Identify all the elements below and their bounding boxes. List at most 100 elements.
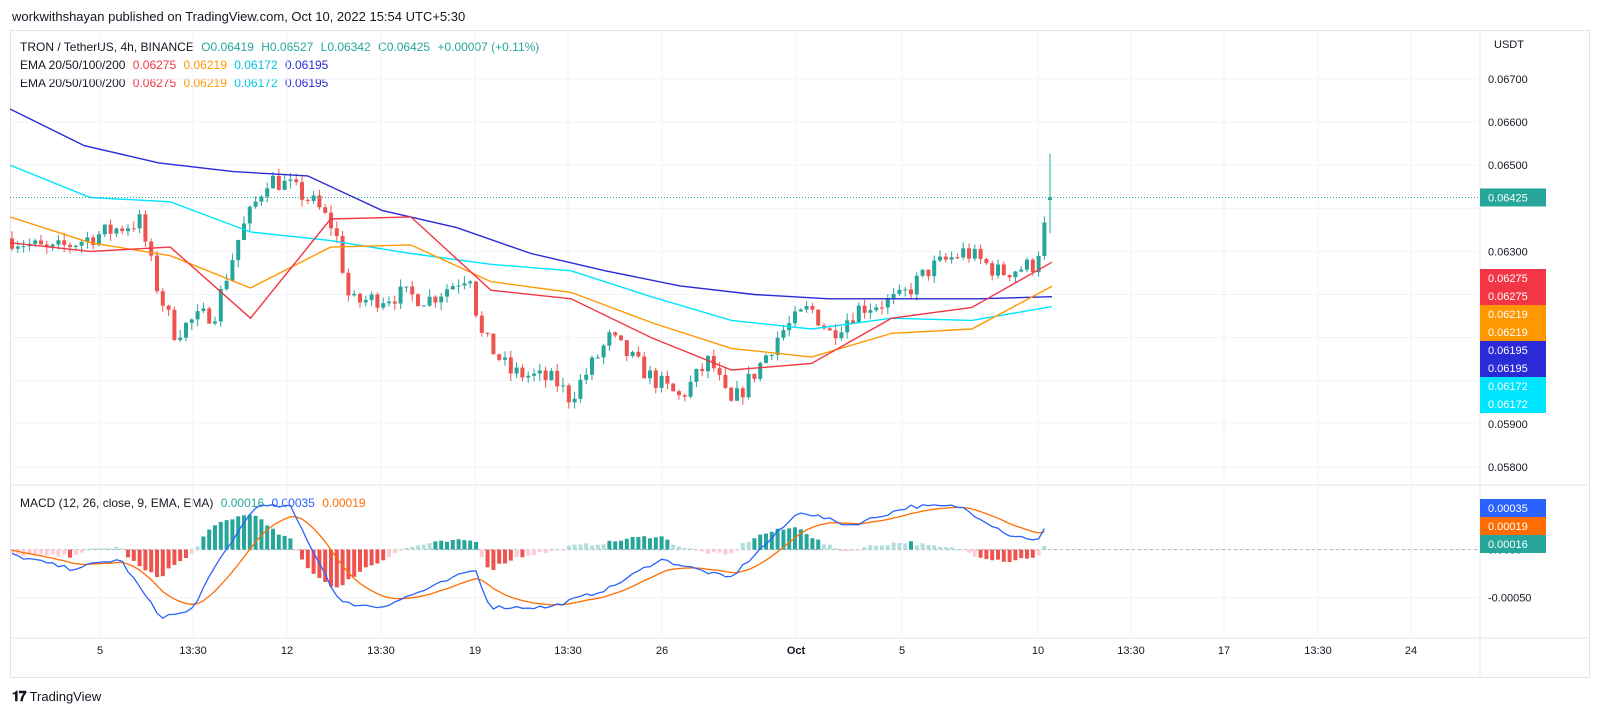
- tradingview-brand[interactable]: 𝟏𝟕 TradingView: [12, 688, 101, 705]
- price-chart[interactable]: 0.06700 0.06600 0.06500 0.06300 0.05900 0.058…: [10, 30, 1588, 676]
- candle-body: [334, 228, 339, 237]
- macd-histogram-bar: [885, 545, 890, 550]
- macd-histogram-bar: [665, 539, 670, 550]
- candle-body: [416, 294, 420, 307]
- macd-signal-line: [11, 506, 1045, 606]
- candle-body: [926, 269, 931, 277]
- candle-body: [50, 244, 55, 247]
- macd-histogram-bar: [143, 549, 148, 571]
- candle-body: [259, 196, 264, 202]
- ema-label: EMA 20/50/100/200: [20, 76, 126, 90]
- candle-body: [949, 257, 954, 260]
- candle-body: [682, 395, 687, 397]
- candle-body: [909, 289, 913, 295]
- candle-body: [346, 272, 351, 296]
- macd-histogram-bar: [10, 549, 14, 553]
- candle-body: [392, 301, 397, 304]
- time-tick-label: 13:30: [179, 645, 207, 657]
- time-tick-label: 13:30: [1117, 645, 1145, 657]
- macd-histogram-bar: [56, 549, 61, 557]
- candle-body: [955, 257, 960, 259]
- macd-histogram-bar: [526, 549, 531, 556]
- macd-histogram-bar: [601, 544, 606, 550]
- candle-body: [648, 370, 652, 379]
- ema50-value: 0.06219: [183, 58, 227, 72]
- candle-body: [317, 195, 322, 208]
- candle-body: [537, 370, 542, 374]
- axes: 0.06700 0.06600 0.06500 0.06300 0.05900 0.058…: [97, 74, 1546, 657]
- macd-histogram-bar: [27, 549, 32, 555]
- macd-histogram-bar: [961, 549, 966, 551]
- macd-histogram-bar: [485, 549, 490, 568]
- macd-tag: [1480, 517, 1546, 535]
- candle-body: [474, 281, 478, 316]
- candle-body: [1007, 274, 1012, 278]
- price-unit-label: USDT: [1494, 39, 1524, 51]
- candle-body: [613, 332, 618, 336]
- price-tick-label: 0.05900: [1488, 419, 1528, 431]
- candle-body: [665, 375, 670, 384]
- candle-body: [288, 179, 293, 181]
- candle-body: [914, 275, 919, 295]
- candle-body: [497, 354, 502, 360]
- candle-body: [172, 309, 177, 341]
- macd-histogram-bar: [369, 549, 374, 566]
- publisher-caption: workwithshayan published on TradingView.…: [12, 9, 466, 24]
- candle-body: [207, 308, 212, 324]
- candle-body: [642, 356, 647, 379]
- candle-body: [590, 357, 594, 375]
- time-tick-label: 19: [469, 645, 481, 657]
- macd-histogram-bar: [717, 549, 722, 553]
- candle-body: [120, 228, 125, 232]
- brand-label: TradingView: [29, 689, 102, 704]
- macd-histogram-bar: [305, 549, 310, 569]
- candle-body: [230, 260, 235, 281]
- time-tick-label: 17: [1218, 645, 1230, 657]
- macd-histogram-bar: [311, 549, 316, 574]
- macd-histogram-bar: [427, 543, 432, 550]
- candle-body: [102, 224, 107, 235]
- candle-body: [549, 370, 554, 381]
- macd-histogram-bar: [711, 549, 716, 553]
- candle-body: [967, 248, 971, 259]
- candle-body: [810, 305, 815, 310]
- macd-histogram-bar: [398, 549, 403, 551]
- macd-histogram-bar: [555, 548, 560, 550]
- candle-body: [897, 289, 902, 294]
- candle-body: [671, 383, 676, 392]
- ohlc-open: O0.06419: [201, 40, 254, 54]
- macd-histogram-bar: [1019, 549, 1024, 559]
- macd-histogram-bar: [479, 549, 484, 558]
- candle-body: [329, 212, 333, 229]
- macd-histogram-bar: [827, 544, 832, 550]
- candle-body: [468, 281, 473, 284]
- macd-histogram-bar: [410, 546, 415, 550]
- macd-histogram-bar: [619, 540, 623, 550]
- macd-histogram-bar: [607, 540, 612, 550]
- macd-histogram-bar: [282, 535, 287, 550]
- ema100-value: 0.06172: [234, 58, 278, 72]
- candle-body: [595, 357, 600, 359]
- macd-tick-label: -0.00050: [1488, 593, 1531, 605]
- candle-body: [62, 240, 67, 245]
- ema-legend-2: EMA 20/50/100/200 0.06275 0.06219 0.0617…: [20, 76, 332, 90]
- macd-histogram-bar: [218, 521, 223, 550]
- macd-histogram-bar: [636, 536, 641, 550]
- candle-body: [1042, 222, 1047, 257]
- macd-histogram-bar: [677, 546, 681, 550]
- candle-body: [885, 297, 890, 308]
- macd-histogram-bar: [584, 543, 589, 550]
- price-tag: [1480, 395, 1546, 413]
- candle-body: [311, 195, 316, 201]
- candle-body: [758, 362, 763, 379]
- candle-body: [195, 311, 200, 320]
- candle-body: [218, 289, 223, 322]
- ema100-line: [10, 164, 1053, 330]
- symbol-legend: TRON / TetherUS, 4h, BINANCE O0.06419 H0…: [20, 40, 543, 54]
- ohlc-low: L0.06342: [320, 40, 371, 54]
- macd-histogram-bar: [735, 549, 739, 551]
- ema20-line: [10, 216, 1053, 371]
- macd-histogram-bar: [363, 549, 368, 568]
- candle-body: [253, 201, 258, 207]
- macd-histogram-bar: [160, 549, 165, 577]
